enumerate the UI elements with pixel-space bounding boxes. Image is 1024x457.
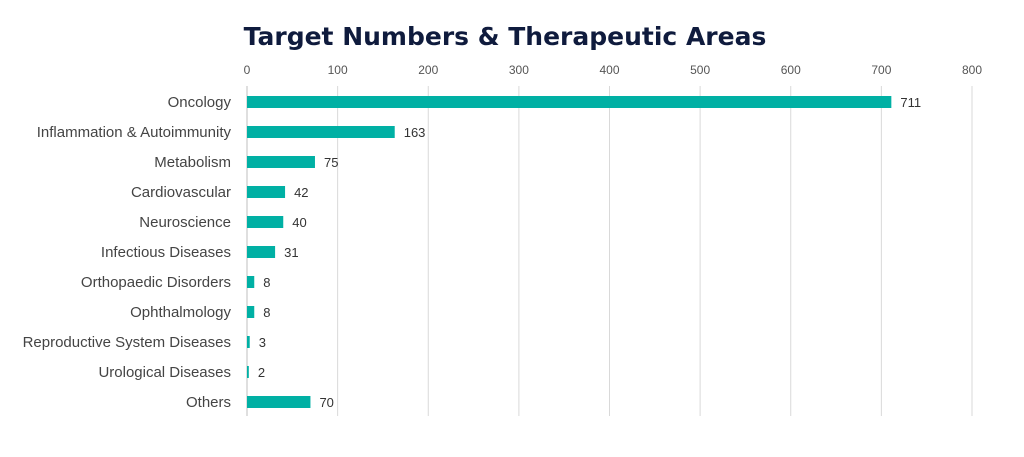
category-label: Metabolism: [154, 154, 231, 171]
bar: [247, 336, 250, 348]
bars: [247, 96, 892, 408]
bar: [247, 246, 276, 258]
category-label: Oncology: [168, 94, 232, 111]
category-label: Infectious Diseases: [101, 244, 231, 261]
category-label: Neuroscience: [139, 214, 231, 231]
x-tick-label: 200: [418, 63, 438, 77]
x-tick-label: 0: [244, 63, 251, 77]
category-label: Inflammation & Autoimmunity: [37, 124, 232, 141]
bar: [247, 96, 892, 108]
data-label: 31: [284, 245, 298, 260]
gridlines: [246, 86, 973, 416]
data-label: 163: [404, 125, 426, 140]
chart-title: Target Numbers & Therapeutic Areas: [244, 22, 767, 51]
x-axis-ticks: 0 100 200 300 400 500 600 700 800: [244, 63, 983, 77]
data-label: 40: [292, 215, 306, 230]
x-tick-label: 300: [509, 63, 529, 77]
category-labels: Oncology Inflammation & Autoimmunity Metab…: [23, 94, 232, 411]
category-label: Ophthalmology: [130, 304, 231, 321]
bar: [247, 126, 395, 138]
data-label: 8: [263, 305, 270, 320]
x-tick-label: 500: [690, 63, 710, 77]
data-label: 70: [319, 395, 333, 410]
bar: [247, 276, 255, 288]
bar: [247, 186, 286, 198]
category-label: Orthopaedic Disorders: [81, 274, 231, 291]
x-tick-label: 800: [962, 63, 982, 77]
bar: [247, 156, 315, 168]
data-label: 75: [324, 155, 338, 170]
bar: [247, 366, 249, 378]
x-tick-label: 100: [328, 63, 348, 77]
data-label: 42: [294, 185, 308, 200]
data-label: 8: [263, 275, 270, 290]
category-label: Others: [186, 394, 231, 411]
x-tick-label: 700: [871, 63, 891, 77]
category-label: Urological Diseases: [98, 364, 231, 381]
bar: [247, 216, 284, 228]
data-label: 3: [259, 335, 266, 350]
x-tick-label: 400: [599, 63, 619, 77]
category-label: Cardiovascular: [131, 184, 231, 201]
data-label: 711: [900, 95, 921, 110]
data-labels: 711 163 75 42 40 31 8 8 3 2 70: [258, 95, 921, 410]
data-label: 2: [258, 365, 265, 380]
x-tick-label: 600: [781, 63, 801, 77]
bar: [247, 306, 255, 318]
bar: [247, 396, 311, 408]
category-label: Reproductive System Diseases: [23, 334, 231, 351]
